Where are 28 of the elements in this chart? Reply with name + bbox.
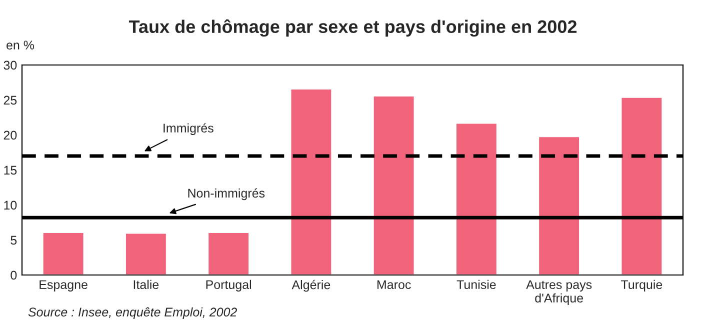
- y-tick-label: 20: [4, 130, 17, 140]
- y-tick-label: 0: [10, 270, 17, 280]
- bar: [207, 232, 250, 275]
- source-note: Source : Insee, enquête Emploi, 2002: [28, 307, 237, 319]
- bar: [42, 232, 85, 275]
- y-tick-label: 10: [4, 200, 17, 210]
- x-tick-label: Maroc: [377, 280, 411, 290]
- x-tick-label: Portugal: [206, 280, 252, 292]
- y-axis-title: en %: [6, 40, 34, 50]
- x-tick-label: Italie: [134, 280, 159, 290]
- x-tick-label: Algérie: [292, 280, 330, 292]
- bar: [538, 136, 580, 275]
- bar: [372, 95, 416, 275]
- chart-title: Taux de chômage par sexe et pays d'origine en 2002: [128, 19, 577, 37]
- y-tick-label: 30: [4, 60, 17, 70]
- bar: [124, 232, 168, 275]
- x-tick-label: Autres pays d'Afrique: [526, 280, 592, 305]
- bar: [620, 96, 664, 275]
- y-tick-label: 25: [4, 96, 17, 105]
- x-tick-label: Tunisie: [456, 280, 496, 290]
- bar: [290, 88, 333, 275]
- ref-line-label: Non-immigrés: [188, 188, 265, 200]
- y-tick-label: 5: [10, 236, 17, 245]
- y-tick-label: 15: [4, 166, 17, 175]
- bar: [455, 122, 498, 275]
- x-tick-label: Turquie: [621, 280, 662, 292]
- ref-line-label: Immigrés: [164, 123, 214, 135]
- x-tick-label: Espagne: [40, 280, 88, 292]
